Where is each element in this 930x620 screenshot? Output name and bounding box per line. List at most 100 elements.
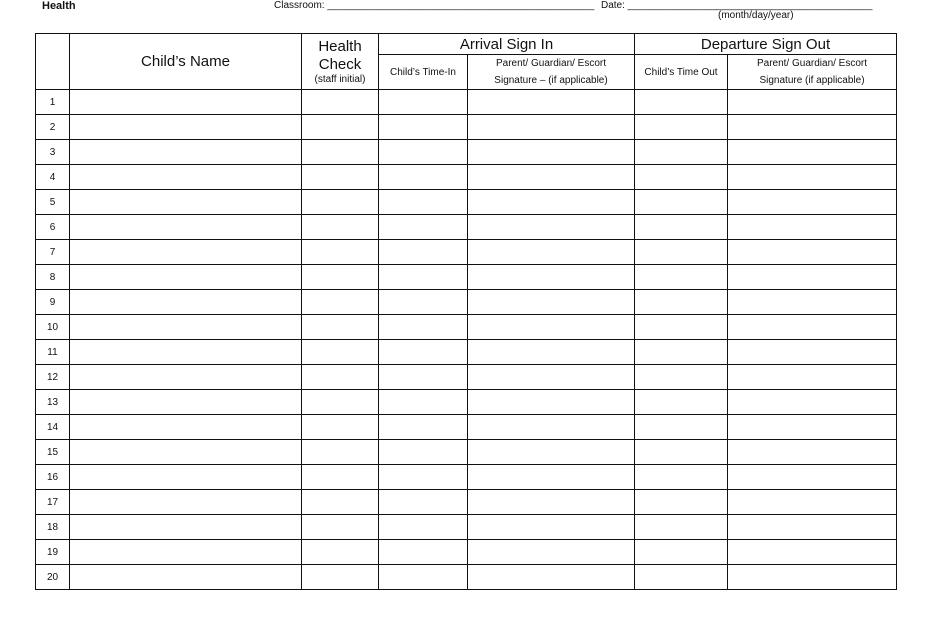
arrival-signature-cell[interactable]	[467, 189, 635, 215]
time-in-cell[interactable]	[378, 289, 468, 315]
health-check-cell[interactable]	[301, 264, 379, 290]
classroom-field[interactable]: Classroom: _____________________________…	[274, 0, 595, 11]
time-out-cell[interactable]	[634, 289, 728, 315]
time-out-cell[interactable]	[634, 414, 728, 440]
arrival-signature-cell[interactable]	[467, 564, 635, 590]
time-in-cell[interactable]	[378, 514, 468, 540]
date-field[interactable]: Date: __________________________________…	[601, 0, 873, 11]
time-out-cell[interactable]	[634, 114, 728, 140]
arrival-signature-cell[interactable]	[467, 214, 635, 240]
departure-signature-cell[interactable]	[727, 389, 897, 415]
child-name-cell[interactable]	[69, 489, 302, 515]
departure-signature-cell[interactable]	[727, 239, 897, 265]
time-out-cell[interactable]	[634, 364, 728, 390]
health-check-cell[interactable]	[301, 539, 379, 565]
time-in-cell[interactable]	[378, 389, 468, 415]
child-name-cell[interactable]	[69, 114, 302, 140]
departure-signature-cell[interactable]	[727, 214, 897, 240]
time-in-cell[interactable]	[378, 239, 468, 265]
time-in-cell[interactable]	[378, 314, 468, 340]
time-out-cell[interactable]	[634, 339, 728, 365]
health-check-cell[interactable]	[301, 514, 379, 540]
arrival-signature-cell[interactable]	[467, 539, 635, 565]
arrival-signature-cell[interactable]	[467, 364, 635, 390]
time-in-cell[interactable]	[378, 439, 468, 465]
time-in-cell[interactable]	[378, 489, 468, 515]
arrival-signature-cell[interactable]	[467, 414, 635, 440]
departure-signature-cell[interactable]	[727, 114, 897, 140]
departure-signature-cell[interactable]	[727, 489, 897, 515]
departure-signature-cell[interactable]	[727, 514, 897, 540]
time-out-cell[interactable]	[634, 214, 728, 240]
time-out-cell[interactable]	[634, 514, 728, 540]
arrival-signature-cell[interactable]	[467, 464, 635, 490]
time-in-cell[interactable]	[378, 264, 468, 290]
time-out-cell[interactable]	[634, 189, 728, 215]
child-name-cell[interactable]	[69, 339, 302, 365]
health-check-cell[interactable]	[301, 489, 379, 515]
departure-signature-cell[interactable]	[727, 189, 897, 215]
time-in-cell[interactable]	[378, 214, 468, 240]
departure-signature-cell[interactable]	[727, 564, 897, 590]
health-check-cell[interactable]	[301, 464, 379, 490]
departure-signature-cell[interactable]	[727, 414, 897, 440]
health-check-cell[interactable]	[301, 239, 379, 265]
time-in-cell[interactable]	[378, 464, 468, 490]
health-check-cell[interactable]	[301, 414, 379, 440]
time-out-cell[interactable]	[634, 564, 728, 590]
health-check-cell[interactable]	[301, 114, 379, 140]
child-name-cell[interactable]	[69, 264, 302, 290]
departure-signature-cell[interactable]	[727, 314, 897, 340]
health-check-cell[interactable]	[301, 389, 379, 415]
health-check-cell[interactable]	[301, 214, 379, 240]
time-out-cell[interactable]	[634, 539, 728, 565]
arrival-signature-cell[interactable]	[467, 139, 635, 165]
arrival-signature-cell[interactable]	[467, 339, 635, 365]
child-name-cell[interactable]	[69, 514, 302, 540]
time-out-cell[interactable]	[634, 314, 728, 340]
child-name-cell[interactable]	[69, 289, 302, 315]
arrival-signature-cell[interactable]	[467, 289, 635, 315]
time-in-cell[interactable]	[378, 114, 468, 140]
arrival-signature-cell[interactable]	[467, 314, 635, 340]
departure-signature-cell[interactable]	[727, 264, 897, 290]
child-name-cell[interactable]	[69, 364, 302, 390]
time-in-cell[interactable]	[378, 364, 468, 390]
time-out-cell[interactable]	[634, 439, 728, 465]
child-name-cell[interactable]	[69, 539, 302, 565]
time-out-cell[interactable]	[634, 489, 728, 515]
arrival-signature-cell[interactable]	[467, 514, 635, 540]
departure-signature-cell[interactable]	[727, 464, 897, 490]
departure-signature-cell[interactable]	[727, 364, 897, 390]
time-out-cell[interactable]	[634, 389, 728, 415]
departure-signature-cell[interactable]	[727, 89, 897, 115]
time-out-cell[interactable]	[634, 164, 728, 190]
departure-signature-cell[interactable]	[727, 139, 897, 165]
arrival-signature-cell[interactable]	[467, 239, 635, 265]
time-in-cell[interactable]	[378, 164, 468, 190]
child-name-cell[interactable]	[69, 439, 302, 465]
child-name-cell[interactable]	[69, 314, 302, 340]
health-check-cell[interactable]	[301, 339, 379, 365]
child-name-cell[interactable]	[69, 89, 302, 115]
child-name-cell[interactable]	[69, 239, 302, 265]
health-check-cell[interactable]	[301, 564, 379, 590]
health-check-cell[interactable]	[301, 139, 379, 165]
time-in-cell[interactable]	[378, 89, 468, 115]
time-in-cell[interactable]	[378, 189, 468, 215]
departure-signature-cell[interactable]	[727, 439, 897, 465]
health-check-cell[interactable]	[301, 439, 379, 465]
time-out-cell[interactable]	[634, 89, 728, 115]
health-check-cell[interactable]	[301, 314, 379, 340]
time-in-cell[interactable]	[378, 414, 468, 440]
time-in-cell[interactable]	[378, 539, 468, 565]
health-check-cell[interactable]	[301, 289, 379, 315]
child-name-cell[interactable]	[69, 389, 302, 415]
time-out-cell[interactable]	[634, 139, 728, 165]
health-check-cell[interactable]	[301, 164, 379, 190]
child-name-cell[interactable]	[69, 189, 302, 215]
arrival-signature-cell[interactable]	[467, 439, 635, 465]
arrival-signature-cell[interactable]	[467, 264, 635, 290]
departure-signature-cell[interactable]	[727, 539, 897, 565]
child-name-cell[interactable]	[69, 464, 302, 490]
